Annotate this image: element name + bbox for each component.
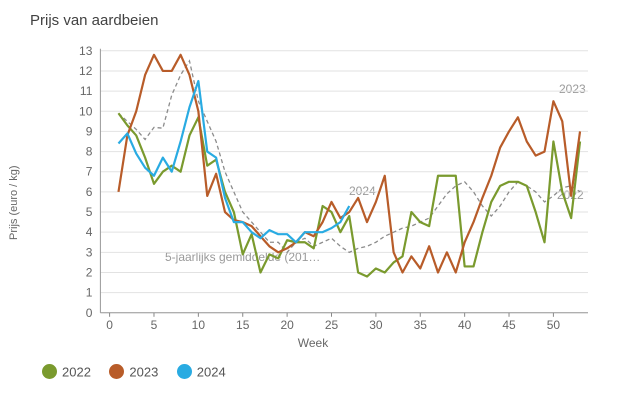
svg-text:40: 40: [458, 318, 472, 332]
svg-text:25: 25: [325, 318, 339, 332]
svg-text:8: 8: [86, 145, 93, 159]
svg-text:4: 4: [86, 225, 93, 239]
svg-text:11: 11: [80, 84, 93, 98]
svg-text:7: 7: [86, 165, 93, 179]
svg-text:35: 35: [414, 318, 428, 332]
svg-text:1: 1: [86, 286, 93, 300]
svg-text:15: 15: [236, 318, 250, 332]
svg-text:45: 45: [502, 318, 516, 332]
svg-text:0: 0: [106, 318, 113, 332]
svg-text:12: 12: [79, 64, 93, 78]
svg-text:5: 5: [151, 318, 158, 332]
svg-text:13: 13: [79, 44, 93, 58]
svg-text:30: 30: [369, 318, 383, 332]
svg-text:3: 3: [86, 245, 93, 259]
svg-text:50: 50: [547, 318, 561, 332]
svg-text:2: 2: [86, 265, 93, 279]
svg-text:6: 6: [86, 185, 93, 199]
svg-text:10: 10: [192, 318, 206, 332]
svg-text:9: 9: [86, 124, 93, 138]
svg-text:5: 5: [86, 205, 93, 219]
svg-text:20: 20: [280, 318, 294, 332]
svg-text:10: 10: [79, 104, 93, 118]
svg-text:0: 0: [86, 306, 93, 320]
